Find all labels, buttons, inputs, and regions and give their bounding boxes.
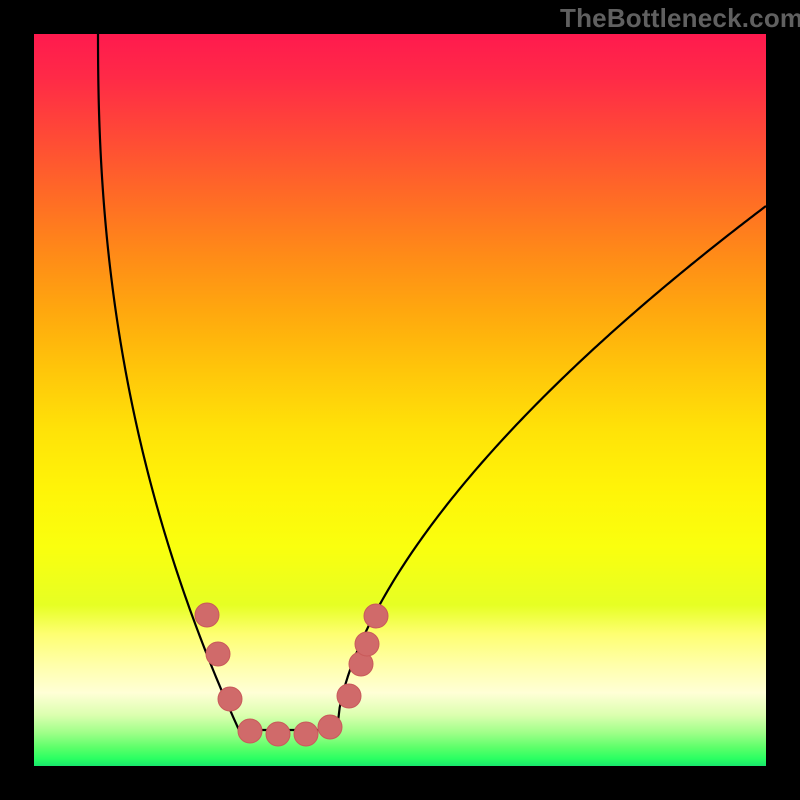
chart-frame: TheBottleneck.com — [0, 0, 800, 800]
plot-area — [34, 34, 766, 766]
marker-dot — [337, 684, 361, 708]
watermark-text: TheBottleneck.com — [560, 3, 800, 34]
marker-dot — [266, 722, 290, 746]
marker-dot — [318, 715, 342, 739]
marker-dot — [195, 603, 219, 627]
marker-dot — [238, 719, 262, 743]
gradient-background — [34, 34, 766, 766]
bottleneck-chart — [34, 34, 766, 766]
marker-dot — [218, 687, 242, 711]
marker-dot — [364, 604, 388, 628]
marker-dot — [206, 642, 230, 666]
marker-dot — [294, 722, 318, 746]
marker-dot — [355, 632, 379, 656]
